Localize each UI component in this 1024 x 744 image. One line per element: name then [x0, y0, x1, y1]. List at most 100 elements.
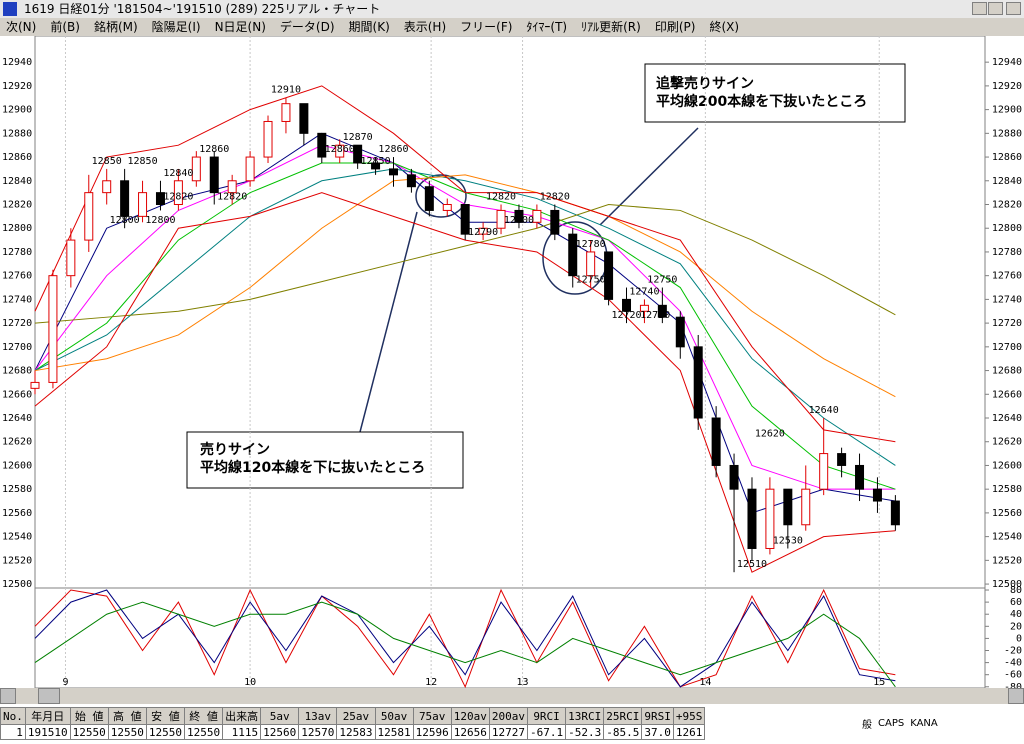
table-cell: 12727 [488, 724, 529, 740]
menu-item[interactable]: データ(D) [279, 20, 335, 34]
status-tray: 般 CAPS KANA [862, 716, 938, 731]
header-cell: 高 値 [107, 707, 147, 725]
header-cell: 25av [336, 707, 376, 725]
header-cell: No. [0, 707, 26, 725]
candle-body [872, 488, 882, 502]
candle-body [532, 209, 542, 223]
candle-body [155, 192, 165, 206]
menu-item[interactable]: 銘柄(M) [93, 20, 138, 34]
table-cell: 12583 [336, 724, 376, 740]
menu-item[interactable]: 表示(H) [403, 20, 447, 34]
y-tick-label: 12780 [2, 247, 32, 258]
candle-body [406, 174, 416, 188]
header-cell: 13av [298, 707, 338, 725]
y-tick-label: 12840 [2, 176, 32, 187]
candle-body [281, 103, 291, 122]
y-tick-label: -60 [1004, 670, 1022, 681]
tray-item[interactable]: 般 [862, 720, 872, 731]
header-cell: 120av [450, 707, 490, 725]
tray-item[interactable]: CAPS [878, 718, 905, 729]
header-cell: 終 値 [183, 707, 224, 725]
x-tick-label: 9 [62, 677, 68, 688]
menu-item[interactable]: フリー(F) [460, 20, 513, 34]
candle-body [478, 227, 488, 235]
menu-item[interactable]: 前(B) [50, 20, 80, 34]
menu-item[interactable]: 陰陽足(I) [151, 20, 201, 34]
candle-body [353, 144, 363, 164]
callout-text: 平均線200本線を下抜いたところ [656, 93, 867, 110]
price-label: 12790 [468, 227, 498, 238]
menu-item[interactable]: ﾘｱﾙ更新(R) [581, 20, 641, 34]
y-tick-label: 12520 [2, 555, 32, 566]
menu-item[interactable]: 終(X) [709, 20, 740, 34]
y-tick-label: 60 [1010, 597, 1022, 608]
y-tick-label: 12640 [2, 413, 32, 424]
indicator-line [34, 85, 896, 443]
callout-text: 平均線120本線を下に抜いたところ [200, 459, 425, 476]
scroll-thumb[interactable] [38, 688, 60, 704]
scroll-left[interactable] [0, 688, 16, 704]
table-cell: 1115 [222, 724, 262, 740]
price-label: 12820 [217, 192, 247, 203]
y-tick-label: 12700 [2, 342, 32, 353]
y-tick-label: 12740 [992, 294, 1022, 305]
header-cell: 9RCI [526, 707, 567, 725]
price-label: 12850 [361, 156, 391, 167]
header-cell: 5av [260, 707, 300, 725]
header-cell: 安 値 [145, 707, 186, 725]
candle-body [801, 488, 811, 526]
candle-body [263, 120, 273, 158]
table-cell: 12550 [107, 724, 147, 740]
indicator-line [34, 588, 896, 688]
candle-body [855, 464, 865, 490]
y-tick-label: 12760 [992, 271, 1022, 282]
x-tick-label: 10 [244, 677, 256, 688]
y-tick-label: 12580 [992, 484, 1022, 495]
callout-line [599, 127, 699, 226]
scrollbar[interactable] [0, 688, 1024, 704]
close-button[interactable] [1006, 2, 1021, 15]
price-label: 12510 [737, 559, 767, 570]
price-label: 12620 [755, 429, 785, 440]
y-tick-label: 12920 [2, 81, 32, 92]
y-tick-label: 12600 [992, 460, 1022, 471]
y-tick-label: 12640 [992, 413, 1022, 424]
candle-body [747, 488, 757, 549]
y-tick-label: 12920 [992, 81, 1022, 92]
menu-item[interactable]: 印刷(P) [654, 20, 696, 34]
menu-item[interactable]: 次(N) [6, 20, 37, 34]
y-tick-label: 12740 [2, 294, 32, 305]
indicator-line [34, 203, 896, 324]
y-tick-label: 12860 [992, 152, 1022, 163]
y-tick-label: 12840 [992, 176, 1022, 187]
maximize-button[interactable] [988, 2, 1003, 15]
y-tick-label: 12820 [2, 200, 32, 211]
candle-body [317, 132, 327, 158]
menu-item[interactable]: ﾀｲﾏｰ(T) [526, 20, 568, 34]
app-icon [3, 2, 17, 16]
y-tick-label: 12500 [2, 579, 32, 590]
menu-item[interactable]: N日足(N) [214, 20, 266, 34]
candle-body [604, 251, 614, 300]
minimize-button[interactable] [972, 2, 987, 15]
plot-frame [34, 36, 986, 688]
y-tick-label: 12880 [992, 128, 1022, 139]
scroll-right[interactable] [1008, 688, 1024, 704]
candle-body [837, 453, 847, 466]
table-cell: 12560 [260, 724, 300, 740]
title-bar: 1619 日経01分 '181504~'191510 (289) 225リアル・… [0, 0, 1024, 19]
y-tick-label: 12680 [992, 366, 1022, 377]
candle-body [388, 168, 398, 176]
price-label: 12820 [540, 192, 570, 203]
tray-item[interactable]: KANA [910, 718, 938, 729]
table-cell: 12550 [145, 724, 186, 740]
candle-body [783, 488, 793, 526]
candle-body [48, 275, 58, 383]
y-tick-label: -80 [1004, 682, 1022, 688]
menu-item[interactable]: 期間(K) [348, 20, 390, 34]
y-tick-label: -20 [1004, 646, 1022, 657]
candle-body [550, 209, 560, 235]
y-tick-label: 12900 [2, 105, 32, 116]
price-label: 12840 [163, 168, 193, 179]
y-tick-label: 12540 [992, 532, 1022, 543]
